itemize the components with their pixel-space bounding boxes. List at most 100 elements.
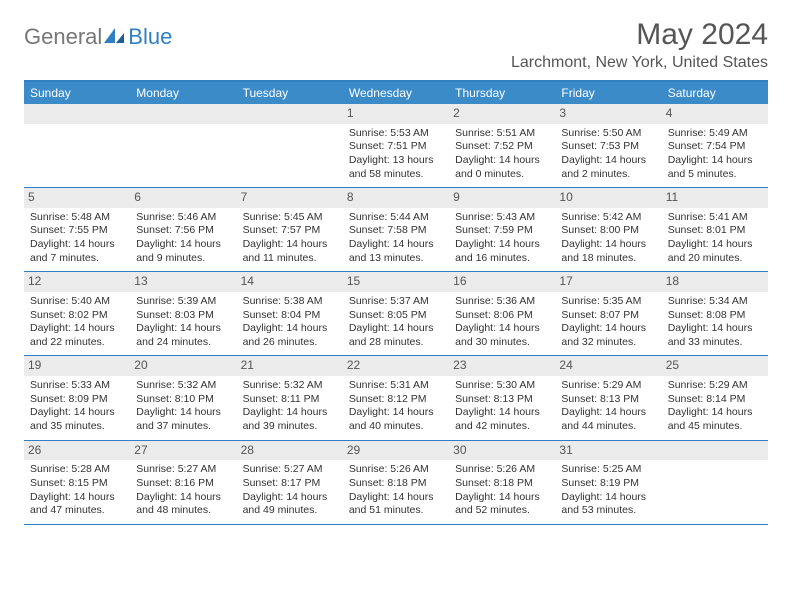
day-number: 3 xyxy=(555,104,661,124)
sunrise-text: Sunrise: 5:46 AM xyxy=(136,211,230,225)
day-number: 25 xyxy=(662,356,768,376)
day-cell: 10 Sunrise: 5:42 AMSunset: 8:00 PMDayligh… xyxy=(555,188,661,271)
day-cell: 3 Sunrise: 5:50 AMSunset: 7:53 PMDaylight… xyxy=(555,104,661,187)
day-detail: Sunrise: 5:41 AMSunset: 8:01 PMDaylight:… xyxy=(666,211,764,266)
day-number xyxy=(24,104,130,124)
sunset-text: Sunset: 8:01 PM xyxy=(668,224,762,238)
month-title: May 2024 xyxy=(511,18,768,52)
sunset-text: Sunset: 7:51 PM xyxy=(349,140,443,154)
sunset-text: Sunset: 8:00 PM xyxy=(561,224,655,238)
day-number: 21 xyxy=(237,356,343,376)
sunrise-text: Sunrise: 5:27 AM xyxy=(136,463,230,477)
sunrise-text: Sunrise: 5:37 AM xyxy=(349,295,443,309)
week-row: 12Sunrise: 5:40 AMSunset: 8:02 PMDayligh… xyxy=(24,272,768,356)
day-number: 19 xyxy=(24,356,130,376)
day-cell: 27Sunrise: 5:27 AMSunset: 8:16 PMDayligh… xyxy=(130,441,236,524)
day-cell: 17Sunrise: 5:35 AMSunset: 8:07 PMDayligh… xyxy=(555,272,661,355)
daylight-text: Daylight: 14 hours and 37 minutes. xyxy=(136,406,230,433)
day-number: 13 xyxy=(130,272,236,292)
day-detail: Sunrise: 5:29 AMSunset: 8:13 PMDaylight:… xyxy=(559,379,657,434)
day-cell: 15Sunrise: 5:37 AMSunset: 8:05 PMDayligh… xyxy=(343,272,449,355)
day-number: 20 xyxy=(130,356,236,376)
daylight-text: Daylight: 14 hours and 22 minutes. xyxy=(30,322,124,349)
sunset-text: Sunset: 8:04 PM xyxy=(243,309,337,323)
sunset-text: Sunset: 8:13 PM xyxy=(455,393,549,407)
sunrise-text: Sunrise: 5:27 AM xyxy=(243,463,337,477)
sunrise-text: Sunrise: 5:42 AM xyxy=(561,211,655,225)
sunrise-text: Sunrise: 5:29 AM xyxy=(668,379,762,393)
day-cell: 2Sunrise: 5:51 AMSunset: 7:52 PMDaylight… xyxy=(449,104,555,187)
day-detail: Sunrise: 5:39 AMSunset: 8:03 PMDaylight:… xyxy=(134,295,232,350)
daylight-text: Daylight: 14 hours and 2 minutes. xyxy=(561,154,655,181)
day-number: 1 xyxy=(343,104,449,124)
day-detail: Sunrise: 5:43 AMSunset: 7:59 PMDaylight:… xyxy=(453,211,551,266)
day-cell: 1Sunrise: 5:53 AMSunset: 7:51 PMDaylight… xyxy=(343,104,449,187)
day-cell: 9Sunrise: 5:43 AMSunset: 7:59 PMDaylight… xyxy=(449,188,555,271)
day-cell: 22Sunrise: 5:31 AMSunset: 8:12 PMDayligh… xyxy=(343,356,449,439)
day-number: 24 xyxy=(555,356,661,376)
day-number: 23 xyxy=(449,356,555,376)
sunset-text: Sunset: 7:52 PM xyxy=(455,140,549,154)
sunset-text: Sunset: 7:56 PM xyxy=(136,224,230,238)
day-number: 28 xyxy=(237,441,343,461)
sail-icon xyxy=(104,26,126,49)
day-cell: 28Sunrise: 5:27 AMSunset: 8:17 PMDayligh… xyxy=(237,441,343,524)
day-header: Thursday xyxy=(449,82,555,104)
day-number: 26 xyxy=(24,441,130,461)
day-cell: 12Sunrise: 5:40 AMSunset: 8:02 PMDayligh… xyxy=(24,272,130,355)
sunset-text: Sunset: 8:07 PM xyxy=(561,309,655,323)
daylight-text: Daylight: 14 hours and 35 minutes. xyxy=(30,406,124,433)
sunset-text: Sunset: 8:18 PM xyxy=(349,477,443,491)
daylight-text: Daylight: 14 hours and 18 minutes. xyxy=(561,238,655,265)
sunrise-text: Sunrise: 5:31 AM xyxy=(349,379,443,393)
sunset-text: Sunset: 8:11 PM xyxy=(243,393,337,407)
sunset-text: Sunset: 7:57 PM xyxy=(243,224,337,238)
daylight-text: Daylight: 14 hours and 7 minutes. xyxy=(30,238,124,265)
daylight-text: Daylight: 14 hours and 45 minutes. xyxy=(668,406,762,433)
calendar: SundayMondayTuesdayWednesdayThursdayFrid… xyxy=(24,80,768,525)
sunset-text: Sunset: 8:19 PM xyxy=(561,477,655,491)
day-detail: Sunrise: 5:46 AMSunset: 7:56 PMDaylight:… xyxy=(134,211,232,266)
sunset-text: Sunset: 8:05 PM xyxy=(349,309,443,323)
daylight-text: Daylight: 14 hours and 0 minutes. xyxy=(455,154,549,181)
day-detail: Sunrise: 5:40 AMSunset: 8:02 PMDaylight:… xyxy=(28,295,126,350)
day-number: 10 xyxy=(555,188,661,208)
day-detail: Sunrise: 5:34 AMSunset: 8:08 PMDaylight:… xyxy=(666,295,764,350)
sunrise-text: Sunrise: 5:32 AM xyxy=(136,379,230,393)
day-header: Friday xyxy=(555,82,661,104)
sunrise-text: Sunrise: 5:44 AM xyxy=(349,211,443,225)
day-number: 11 xyxy=(662,188,768,208)
sunset-text: Sunset: 7:54 PM xyxy=(668,140,762,154)
day-number: 30 xyxy=(449,441,555,461)
sunrise-text: Sunrise: 5:36 AM xyxy=(455,295,549,309)
day-cell xyxy=(130,104,236,187)
day-detail: Sunrise: 5:50 AMSunset: 7:53 PMDaylight:… xyxy=(559,127,657,182)
sunset-text: Sunset: 8:15 PM xyxy=(30,477,124,491)
day-cell: 31Sunrise: 5:25 AMSunset: 8:19 PMDayligh… xyxy=(555,441,661,524)
title-block: May 2024 Larchmont, New York, United Sta… xyxy=(511,18,768,72)
sunrise-text: Sunrise: 5:41 AM xyxy=(668,211,762,225)
sunrise-text: Sunrise: 5:38 AM xyxy=(243,295,337,309)
logo-text-general: General xyxy=(24,24,102,50)
sunset-text: Sunset: 7:59 PM xyxy=(455,224,549,238)
sunrise-text: Sunrise: 5:30 AM xyxy=(455,379,549,393)
sunset-text: Sunset: 8:14 PM xyxy=(668,393,762,407)
day-detail: Sunrise: 5:30 AMSunset: 8:13 PMDaylight:… xyxy=(453,379,551,434)
day-number xyxy=(130,104,236,124)
day-cell: 7Sunrise: 5:45 AMSunset: 7:57 PMDaylight… xyxy=(237,188,343,271)
daylight-text: Daylight: 14 hours and 49 minutes. xyxy=(243,491,337,518)
sunrise-text: Sunrise: 5:28 AM xyxy=(30,463,124,477)
day-detail: Sunrise: 5:38 AMSunset: 8:04 PMDaylight:… xyxy=(241,295,339,350)
page-header: General Blue May 2024 Larchmont, New Yor… xyxy=(24,18,768,72)
sunset-text: Sunset: 7:55 PM xyxy=(30,224,124,238)
day-cell: 26Sunrise: 5:28 AMSunset: 8:15 PMDayligh… xyxy=(24,441,130,524)
daylight-text: Daylight: 14 hours and 52 minutes. xyxy=(455,491,549,518)
logo-text-blue: Blue xyxy=(128,24,172,50)
daylight-text: Daylight: 14 hours and 39 minutes. xyxy=(243,406,337,433)
day-number: 14 xyxy=(237,272,343,292)
sunrise-text: Sunrise: 5:45 AM xyxy=(243,211,337,225)
daylight-text: Daylight: 14 hours and 33 minutes. xyxy=(668,322,762,349)
sunset-text: Sunset: 8:12 PM xyxy=(349,393,443,407)
daylight-text: Daylight: 14 hours and 40 minutes. xyxy=(349,406,443,433)
daylight-text: Daylight: 14 hours and 20 minutes. xyxy=(668,238,762,265)
